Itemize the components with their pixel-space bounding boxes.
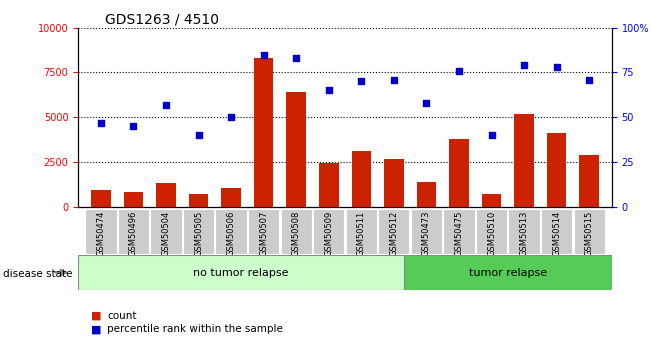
Bar xyxy=(221,188,241,207)
Point xyxy=(226,115,236,120)
Bar xyxy=(547,134,566,207)
Bar xyxy=(313,209,344,254)
Point xyxy=(193,132,204,138)
Text: GSM50508: GSM50508 xyxy=(292,211,301,256)
Text: GSM50475: GSM50475 xyxy=(454,211,464,256)
Bar xyxy=(384,159,404,207)
Bar xyxy=(378,209,409,254)
Text: GSM50514: GSM50514 xyxy=(552,211,561,256)
Text: GSM50513: GSM50513 xyxy=(519,211,529,256)
Text: GDS1263 / 4510: GDS1263 / 4510 xyxy=(105,12,219,27)
Bar xyxy=(449,139,469,207)
Bar xyxy=(476,209,507,254)
Point xyxy=(128,124,139,129)
Bar xyxy=(189,195,208,207)
Text: tumor relapse: tumor relapse xyxy=(469,268,547,277)
Text: GSM50509: GSM50509 xyxy=(324,211,333,256)
Bar xyxy=(508,209,540,254)
Text: GSM50496: GSM50496 xyxy=(129,211,138,256)
Point xyxy=(258,52,269,57)
Bar xyxy=(346,209,377,254)
Point xyxy=(96,120,106,126)
Point xyxy=(356,79,367,84)
Bar xyxy=(150,209,182,254)
Text: GSM50507: GSM50507 xyxy=(259,211,268,256)
Bar xyxy=(286,92,306,207)
Bar xyxy=(514,114,534,207)
Text: GSM50512: GSM50512 xyxy=(389,211,398,256)
Bar xyxy=(215,209,247,254)
Bar xyxy=(124,192,143,207)
Point xyxy=(584,77,594,82)
Point xyxy=(519,62,529,68)
Text: GSM50505: GSM50505 xyxy=(194,211,203,256)
Point xyxy=(389,77,399,82)
Bar xyxy=(91,190,111,207)
Bar xyxy=(254,58,273,207)
Bar xyxy=(443,209,475,254)
Point xyxy=(324,88,334,93)
Bar xyxy=(541,209,572,254)
Bar xyxy=(319,163,339,207)
Bar xyxy=(574,209,605,254)
Bar xyxy=(156,183,176,207)
Text: no tumor relapse: no tumor relapse xyxy=(193,268,288,277)
Text: disease state: disease state xyxy=(3,269,73,279)
Bar xyxy=(281,209,312,254)
Text: GSM50506: GSM50506 xyxy=(227,211,236,256)
Text: GSM50474: GSM50474 xyxy=(96,211,105,256)
Point xyxy=(454,68,464,73)
Bar xyxy=(482,195,501,207)
Text: percentile rank within the sample: percentile rank within the sample xyxy=(107,325,283,334)
Text: GSM50510: GSM50510 xyxy=(487,211,496,256)
Point xyxy=(161,102,171,108)
Bar xyxy=(248,209,279,254)
Bar xyxy=(579,155,599,207)
Text: ■: ■ xyxy=(91,325,102,334)
Text: GSM50511: GSM50511 xyxy=(357,211,366,256)
Text: GSM50504: GSM50504 xyxy=(161,211,171,256)
Bar xyxy=(85,209,117,254)
Point xyxy=(291,55,301,61)
Point xyxy=(421,100,432,106)
Bar xyxy=(411,209,442,254)
Point xyxy=(486,132,497,138)
Text: count: count xyxy=(107,311,137,321)
Bar xyxy=(404,255,612,290)
Point xyxy=(551,64,562,70)
Text: GSM50473: GSM50473 xyxy=(422,211,431,256)
Bar xyxy=(118,209,149,254)
Bar xyxy=(352,151,371,207)
Bar xyxy=(183,209,214,254)
Bar xyxy=(417,182,436,207)
Text: ■: ■ xyxy=(91,311,102,321)
Text: GSM50515: GSM50515 xyxy=(585,211,594,256)
Bar xyxy=(78,255,404,290)
